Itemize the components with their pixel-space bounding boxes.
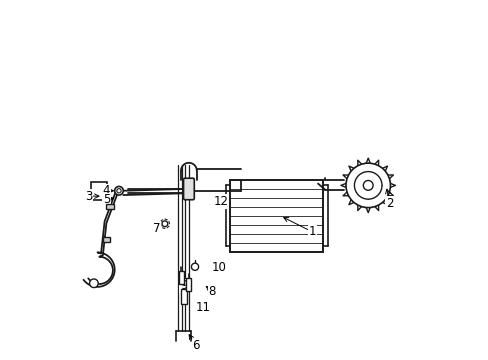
Circle shape	[115, 186, 123, 195]
Circle shape	[363, 180, 372, 190]
Circle shape	[117, 189, 121, 193]
Text: 9: 9	[180, 279, 187, 292]
Text: 3: 3	[84, 190, 92, 203]
Circle shape	[354, 172, 381, 199]
Circle shape	[191, 263, 198, 270]
Circle shape	[162, 221, 167, 226]
Circle shape	[346, 163, 389, 208]
Bar	[185, 278, 191, 291]
Bar	[91, 182, 107, 200]
Text: 4: 4	[102, 184, 110, 197]
Text: 6: 6	[192, 339, 200, 352]
FancyBboxPatch shape	[183, 178, 194, 200]
Bar	[106, 204, 113, 210]
Text: 11: 11	[195, 301, 210, 314]
Text: 10: 10	[211, 261, 226, 274]
Text: 8: 8	[208, 285, 216, 298]
Circle shape	[89, 279, 98, 288]
Text: 7: 7	[153, 222, 160, 235]
Bar	[102, 237, 110, 242]
Text: 1: 1	[308, 225, 316, 238]
Bar	[178, 271, 183, 284]
Text: 12: 12	[213, 195, 228, 208]
Text: 2: 2	[385, 197, 393, 210]
Bar	[181, 289, 187, 305]
Text: 5: 5	[102, 193, 110, 206]
Bar	[230, 180, 323, 252]
